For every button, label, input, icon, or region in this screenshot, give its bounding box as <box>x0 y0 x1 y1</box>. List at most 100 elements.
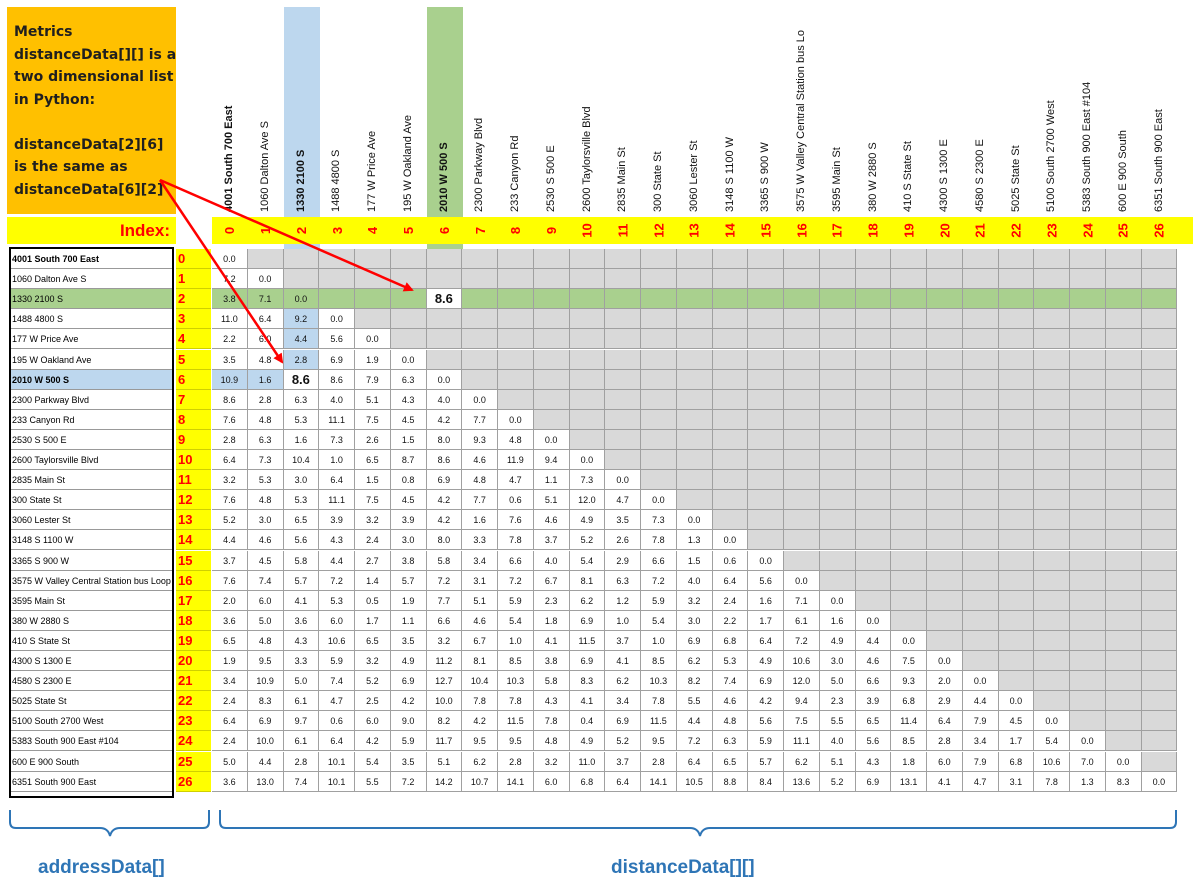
distance-cell: 8.6 <box>319 369 355 390</box>
empty-cell <box>1034 349 1070 370</box>
empty-cell <box>998 369 1035 390</box>
distance-cell: 5.9 <box>390 731 427 752</box>
empty-cell <box>533 289 570 310</box>
address-row: 3595 Main St <box>10 590 173 611</box>
empty-cell <box>712 470 749 491</box>
empty-cell <box>819 369 856 390</box>
note-line: distanceData[2][6] <box>14 136 164 153</box>
empty-cell <box>498 369 534 390</box>
distance-cell: 3.0 <box>283 470 320 491</box>
empty-cell <box>927 409 963 430</box>
empty-cell <box>1105 269 1142 290</box>
empty-cell <box>426 329 463 350</box>
empty-cell <box>569 369 606 390</box>
distance-cell: 4.4 <box>319 550 355 571</box>
distance-cell: 1.6 <box>283 429 320 450</box>
distance-cell: 3.7 <box>605 630 641 651</box>
distance-cell: 3.5 <box>390 630 427 651</box>
empty-cell <box>819 349 856 370</box>
distance-cell: 6.4 <box>927 711 963 732</box>
empty-cell <box>1105 309 1142 330</box>
distance-cell: 8.6 <box>426 450 463 471</box>
address-row: 5025 State St <box>10 691 173 712</box>
row-index: 4 <box>176 329 211 350</box>
empty-cell <box>355 289 391 310</box>
address-row: 177 W Price Ave <box>10 329 173 350</box>
distance-cell: 6.4 <box>712 570 749 591</box>
distance-cell: 5.9 <box>319 651 355 672</box>
distance-cell: 5.1 <box>426 751 463 772</box>
empty-cell <box>641 349 677 370</box>
empty-cell <box>784 389 820 410</box>
empty-cell <box>1070 691 1106 712</box>
index-header-row <box>212 217 1175 244</box>
empty-cell <box>1034 510 1070 531</box>
empty-cell <box>390 329 427 350</box>
empty-cell <box>1105 570 1142 591</box>
empty-cell <box>748 289 784 310</box>
empty-cell <box>1105 671 1142 692</box>
distance-cell: 8.2 <box>426 711 463 732</box>
distance-cell: 1.9 <box>390 590 427 611</box>
row-index: 25 <box>176 751 211 772</box>
empty-cell <box>819 470 856 491</box>
empty-cell <box>1105 349 1142 370</box>
distance-cell: 4.8 <box>712 711 749 732</box>
empty-cell <box>1034 369 1070 390</box>
empty-cell <box>533 309 570 330</box>
distance-cell: 8.5 <box>641 651 677 672</box>
empty-cell <box>676 450 713 471</box>
distance-cell: 6.9 <box>390 671 427 692</box>
distance-cell: 6.2 <box>784 751 820 772</box>
empty-cell <box>1070 550 1106 571</box>
distance-cell: 5.3 <box>712 651 749 672</box>
distance-cell: 6.9 <box>247 711 284 732</box>
distance-cell: 9.5 <box>641 731 677 752</box>
distance-cell: 9.5 <box>247 651 284 672</box>
empty-cell <box>569 409 606 430</box>
distance-cell: 7.4 <box>712 671 749 692</box>
empty-cell <box>605 389 641 410</box>
distance-cell: 13.0 <box>247 771 284 792</box>
distance-cell: 2.9 <box>927 691 963 712</box>
distance-cell: 0.0 <box>819 590 856 611</box>
distance-cell: 4.3 <box>855 751 892 772</box>
distance-cell: 1.7 <box>355 610 391 631</box>
empty-cell <box>819 530 856 551</box>
empty-cell <box>1034 470 1070 491</box>
distance-cell: 13.6 <box>784 771 820 792</box>
empty-cell <box>891 309 927 330</box>
distance-cell: 0.0 <box>533 429 570 450</box>
distance-cell: 6.9 <box>569 610 606 631</box>
empty-cell <box>1070 289 1106 310</box>
index-label: Index: <box>7 217 176 244</box>
empty-cell <box>1070 490 1106 511</box>
empty-cell <box>569 309 606 330</box>
distance-cell: 0.0 <box>355 329 391 350</box>
distance-cell: 0.0 <box>712 530 749 551</box>
distance-cell: 2.8 <box>498 751 534 772</box>
distance-cell: 5.2 <box>355 671 391 692</box>
empty-cell <box>676 269 713 290</box>
empty-cell <box>748 450 784 471</box>
distance-cell: 9.7 <box>283 711 320 732</box>
distance-cell: 1.5 <box>676 550 713 571</box>
distance-cell: 4.4 <box>283 329 320 350</box>
distance-cell: 10.4 <box>462 671 498 692</box>
empty-cell <box>998 630 1035 651</box>
distance-cell: 3.8 <box>390 550 427 571</box>
address-row: 1488 4800 S <box>10 309 173 330</box>
empty-cell <box>1070 590 1106 611</box>
row-index: 3 <box>176 309 211 330</box>
address-row: 4300 S 1300 E <box>10 651 173 671</box>
empty-cell <box>855 389 892 410</box>
empty-cell <box>462 329 498 350</box>
distance-cell: 4.3 <box>390 389 427 410</box>
empty-cell <box>927 369 963 390</box>
distance-cell: 6.0 <box>927 751 963 772</box>
empty-cell <box>1141 651 1178 672</box>
empty-cell <box>712 329 749 350</box>
distance-cell: 13.1 <box>891 771 927 792</box>
empty-cell <box>855 450 892 471</box>
distance-cell: 7.2 <box>498 570 534 591</box>
